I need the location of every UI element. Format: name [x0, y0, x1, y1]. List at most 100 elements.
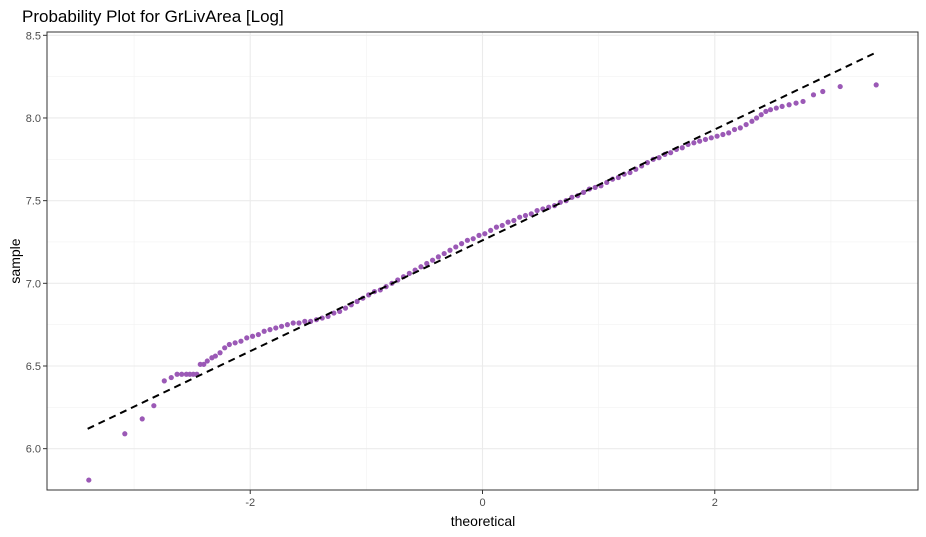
- data-point: [511, 217, 517, 224]
- data-point: [458, 241, 465, 247]
- data-point: [773, 105, 779, 111]
- data-point: [273, 325, 279, 331]
- y-tick-label: 7.0: [26, 278, 41, 290]
- data-point: [737, 125, 743, 131]
- data-point: [810, 92, 817, 98]
- data-point: [342, 305, 349, 311]
- data-point: [168, 374, 174, 381]
- data-point: [222, 345, 228, 351]
- data-point: [743, 121, 749, 128]
- data-point: [482, 231, 488, 237]
- y-tick-label: 6.5: [26, 361, 41, 373]
- data-point: [249, 333, 256, 339]
- data-point: [749, 118, 755, 124]
- data-point: [244, 335, 250, 341]
- data-point: [261, 328, 267, 334]
- data-point: [753, 115, 760, 121]
- reference-line: [87, 50, 878, 430]
- data-point: [758, 112, 764, 118]
- data-point: [331, 310, 337, 316]
- data-point: [418, 264, 424, 270]
- data-point: [644, 160, 651, 166]
- y-tick-label: 7.5: [26, 196, 41, 208]
- data-point: [278, 323, 285, 329]
- data-point: [679, 145, 685, 151]
- chart-title: Probability Plot for GrLivArea [Log]: [22, 7, 284, 26]
- data-point: [302, 318, 308, 324]
- data-point: [267, 327, 273, 333]
- data-point: [779, 103, 785, 110]
- data-point: [447, 247, 453, 253]
- x-tick-label: 0: [479, 497, 485, 509]
- y-axis: 6.0 6.5 7.0 7.5 8.0 8.5: [26, 30, 47, 456]
- data-point: [204, 358, 210, 364]
- y-tick-label: 8.0: [26, 113, 41, 125]
- data-point: [464, 237, 471, 243]
- data-point: [453, 244, 459, 250]
- data-point: [493, 224, 500, 230]
- data-point: [201, 361, 207, 367]
- data-point: [731, 126, 738, 133]
- data-point: [720, 131, 726, 138]
- data-point: [708, 135, 714, 141]
- data-point: [505, 219, 511, 225]
- x-tick-label: -2: [245, 497, 255, 509]
- grid: [47, 32, 918, 490]
- data-point: [763, 108, 769, 114]
- data-point: [122, 431, 128, 437]
- data-point: [800, 98, 806, 105]
- data-point: [580, 189, 587, 195]
- data-point: [837, 83, 843, 90]
- data-point: [424, 260, 430, 267]
- data-point: [255, 331, 261, 338]
- data-point: [702, 136, 709, 143]
- data-point: [627, 169, 633, 176]
- data-point: [569, 194, 575, 200]
- data-point: [406, 270, 412, 277]
- data-point: [592, 184, 598, 191]
- data-point: [470, 236, 476, 242]
- data-point: [139, 416, 145, 422]
- data-point: [767, 107, 774, 113]
- data-point: [786, 102, 792, 108]
- data-point: [534, 207, 540, 214]
- x-axis: -2 0 2: [245, 490, 718, 509]
- data-point: [174, 371, 180, 377]
- data-point: [793, 100, 799, 106]
- data-point: [499, 222, 505, 229]
- data-point: [151, 403, 157, 409]
- data-point: [615, 174, 621, 181]
- data-point: [284, 322, 290, 328]
- points-layer: [86, 50, 879, 483]
- data-point: [441, 250, 447, 257]
- data-point: [714, 133, 720, 139]
- data-point: [290, 320, 296, 326]
- data-point: [226, 341, 232, 348]
- data-point: [179, 371, 185, 377]
- data-point: [522, 212, 529, 219]
- data-point: [726, 130, 732, 136]
- data-point: [820, 88, 826, 95]
- data-point: [232, 340, 238, 346]
- data-point: [668, 150, 674, 156]
- data-point: [217, 350, 223, 356]
- data-point: [238, 338, 244, 344]
- y-tick-label: 6.0: [26, 444, 41, 456]
- data-point: [476, 232, 482, 238]
- data-point: [212, 353, 218, 359]
- data-point: [656, 155, 662, 161]
- data-point: [697, 138, 703, 144]
- data-point: [435, 254, 441, 260]
- data-point: [691, 140, 697, 146]
- x-tick-label: 2: [712, 497, 718, 509]
- data-point: [528, 211, 534, 217]
- data-point: [488, 227, 494, 234]
- x-axis-title: theoretical: [451, 513, 516, 529]
- y-axis-title: sample: [7, 238, 23, 283]
- data-point: [86, 477, 92, 483]
- data-point: [354, 298, 360, 305]
- y-tick-label: 8.5: [26, 30, 41, 42]
- data-point: [296, 320, 302, 326]
- data-point: [517, 214, 523, 220]
